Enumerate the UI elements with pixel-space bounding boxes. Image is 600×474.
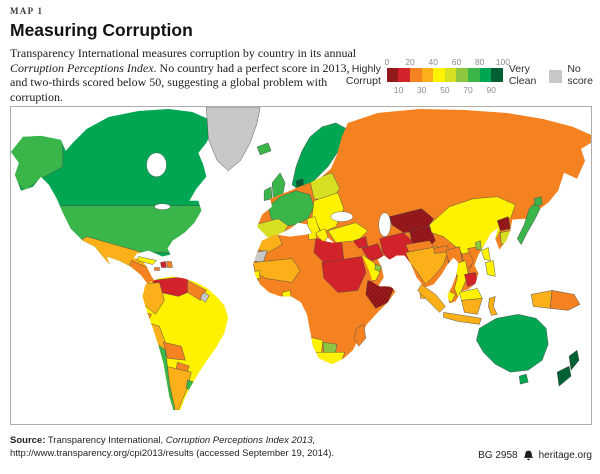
region-balkans bbox=[311, 192, 345, 233]
region-turkey bbox=[327, 222, 368, 243]
region-jamaica bbox=[154, 267, 160, 271]
legend-no-score: No score bbox=[549, 63, 593, 88]
region-south-korea bbox=[500, 230, 511, 245]
region-borneo-indonesia bbox=[461, 298, 483, 315]
legend-segment-4 bbox=[433, 68, 445, 82]
region-new-guinea-west bbox=[530, 290, 553, 309]
tick-top-40: 40 bbox=[428, 57, 438, 67]
region-papua-new-guinea bbox=[549, 290, 581, 311]
region-sulawesi bbox=[488, 296, 498, 316]
great-lakes bbox=[154, 203, 171, 210]
region-chad-sudan bbox=[321, 256, 367, 293]
region-usa bbox=[34, 205, 213, 253]
tick-top-80: 80 bbox=[474, 57, 485, 67]
region-dominican-republic bbox=[166, 261, 173, 268]
no-score-swatch bbox=[549, 69, 563, 83]
tick-top-0: 0 bbox=[384, 57, 390, 67]
region-sumatra bbox=[417, 284, 446, 313]
region-iceland bbox=[256, 142, 272, 156]
tick-top-100: 100 bbox=[495, 57, 510, 67]
legend-scale: 0 20 40 60 80 100 10 30 50 70 90 bbox=[384, 57, 510, 95]
source-text: Transparency International, bbox=[45, 435, 166, 446]
legend-label-highly-corrupt: Highly Corrupt bbox=[345, 63, 381, 87]
region-australia bbox=[476, 314, 549, 373]
region-new-zealand-north bbox=[568, 350, 580, 371]
world-map-frame bbox=[10, 106, 592, 425]
legend-segment-3 bbox=[421, 68, 434, 82]
color-scale-legend: Highly Corrupt 0 20 40 60 80 100 10 30 50 70 90 V… bbox=[346, 57, 593, 95]
hudson-bay bbox=[146, 152, 167, 177]
tick-bottom-70: 70 bbox=[463, 85, 473, 95]
legend-segment-9 bbox=[491, 68, 503, 82]
region-tasmania bbox=[519, 373, 529, 385]
caspian-sea bbox=[378, 212, 391, 237]
brand-block: BG 2958 heritage.org bbox=[478, 450, 592, 461]
source-note: Source: Transparency International, Corr… bbox=[10, 434, 334, 461]
figure-footer: Source: Transparency International, Corr… bbox=[0, 425, 600, 461]
no-score-label: No score bbox=[567, 63, 593, 87]
region-french-guiana bbox=[200, 292, 210, 303]
region-cuba bbox=[137, 256, 157, 265]
page-title: Measuring Corruption bbox=[10, 20, 193, 40]
legend-segment-5 bbox=[444, 68, 457, 82]
legend-segment-8 bbox=[479, 68, 492, 82]
region-senegal bbox=[253, 270, 261, 279]
legend-segment-1 bbox=[398, 68, 411, 82]
region-hokkaido bbox=[533, 196, 543, 206]
tick-bottom-90: 90 bbox=[486, 85, 496, 95]
region-new-zealand-south bbox=[556, 365, 572, 387]
legend-label-very-clean: Very Clean bbox=[508, 63, 537, 87]
legend-segment-2 bbox=[410, 68, 422, 82]
source-url: http://www.transparency.org/cpi2013/resu… bbox=[10, 448, 335, 460]
intro-paragraph: Transparency International measures corr… bbox=[10, 46, 358, 104]
region-philippines-north bbox=[481, 247, 491, 261]
report-id: BG 2958 bbox=[478, 449, 518, 461]
region-philippines-south bbox=[485, 260, 496, 277]
region-guinea-bissau bbox=[253, 279, 260, 286]
legend-segment-6 bbox=[456, 68, 469, 82]
region-ghana bbox=[281, 290, 293, 304]
figure-header: MAP 1 Measuring Corruption Transparency … bbox=[0, 0, 600, 106]
region-java bbox=[443, 312, 482, 325]
tick-top-60: 60 bbox=[451, 57, 462, 67]
legend-segment-7 bbox=[468, 68, 480, 82]
black-sea bbox=[330, 211, 354, 222]
source-index-title: Corruption Perceptions Index 2013, bbox=[165, 435, 316, 446]
tick-top-20: 20 bbox=[405, 57, 415, 67]
world-choropleth-map bbox=[11, 107, 591, 411]
region-north-korea bbox=[497, 216, 511, 231]
region-somalia bbox=[365, 280, 394, 309]
tick-bottom-10: 10 bbox=[393, 85, 404, 95]
region-bolivia bbox=[163, 342, 186, 361]
region-uae bbox=[374, 264, 382, 272]
site-label: heritage.org bbox=[538, 449, 592, 461]
region-taiwan bbox=[475, 240, 482, 250]
region-haiti bbox=[160, 261, 167, 268]
tick-bottom-30: 30 bbox=[416, 85, 427, 95]
intro-text-2: . No country had a perfect score in 2013… bbox=[10, 60, 350, 104]
region-madagascar bbox=[353, 324, 367, 347]
region-united-kingdom bbox=[271, 172, 286, 199]
tick-bottom-50: 50 bbox=[440, 85, 450, 95]
legend-segment-0 bbox=[386, 68, 399, 82]
intro-index-name: Corruption Perceptions Index bbox=[10, 60, 154, 75]
heritage-bell-icon bbox=[523, 450, 533, 460]
region-greenland bbox=[206, 107, 261, 172]
intro-text-1: Transparency International measures corr… bbox=[10, 46, 357, 60]
source-label: Source: bbox=[10, 435, 46, 446]
region-south-africa bbox=[306, 352, 346, 365]
legend-color-bar bbox=[386, 68, 503, 82]
map-number-label: MAP 1 bbox=[10, 6, 44, 16]
